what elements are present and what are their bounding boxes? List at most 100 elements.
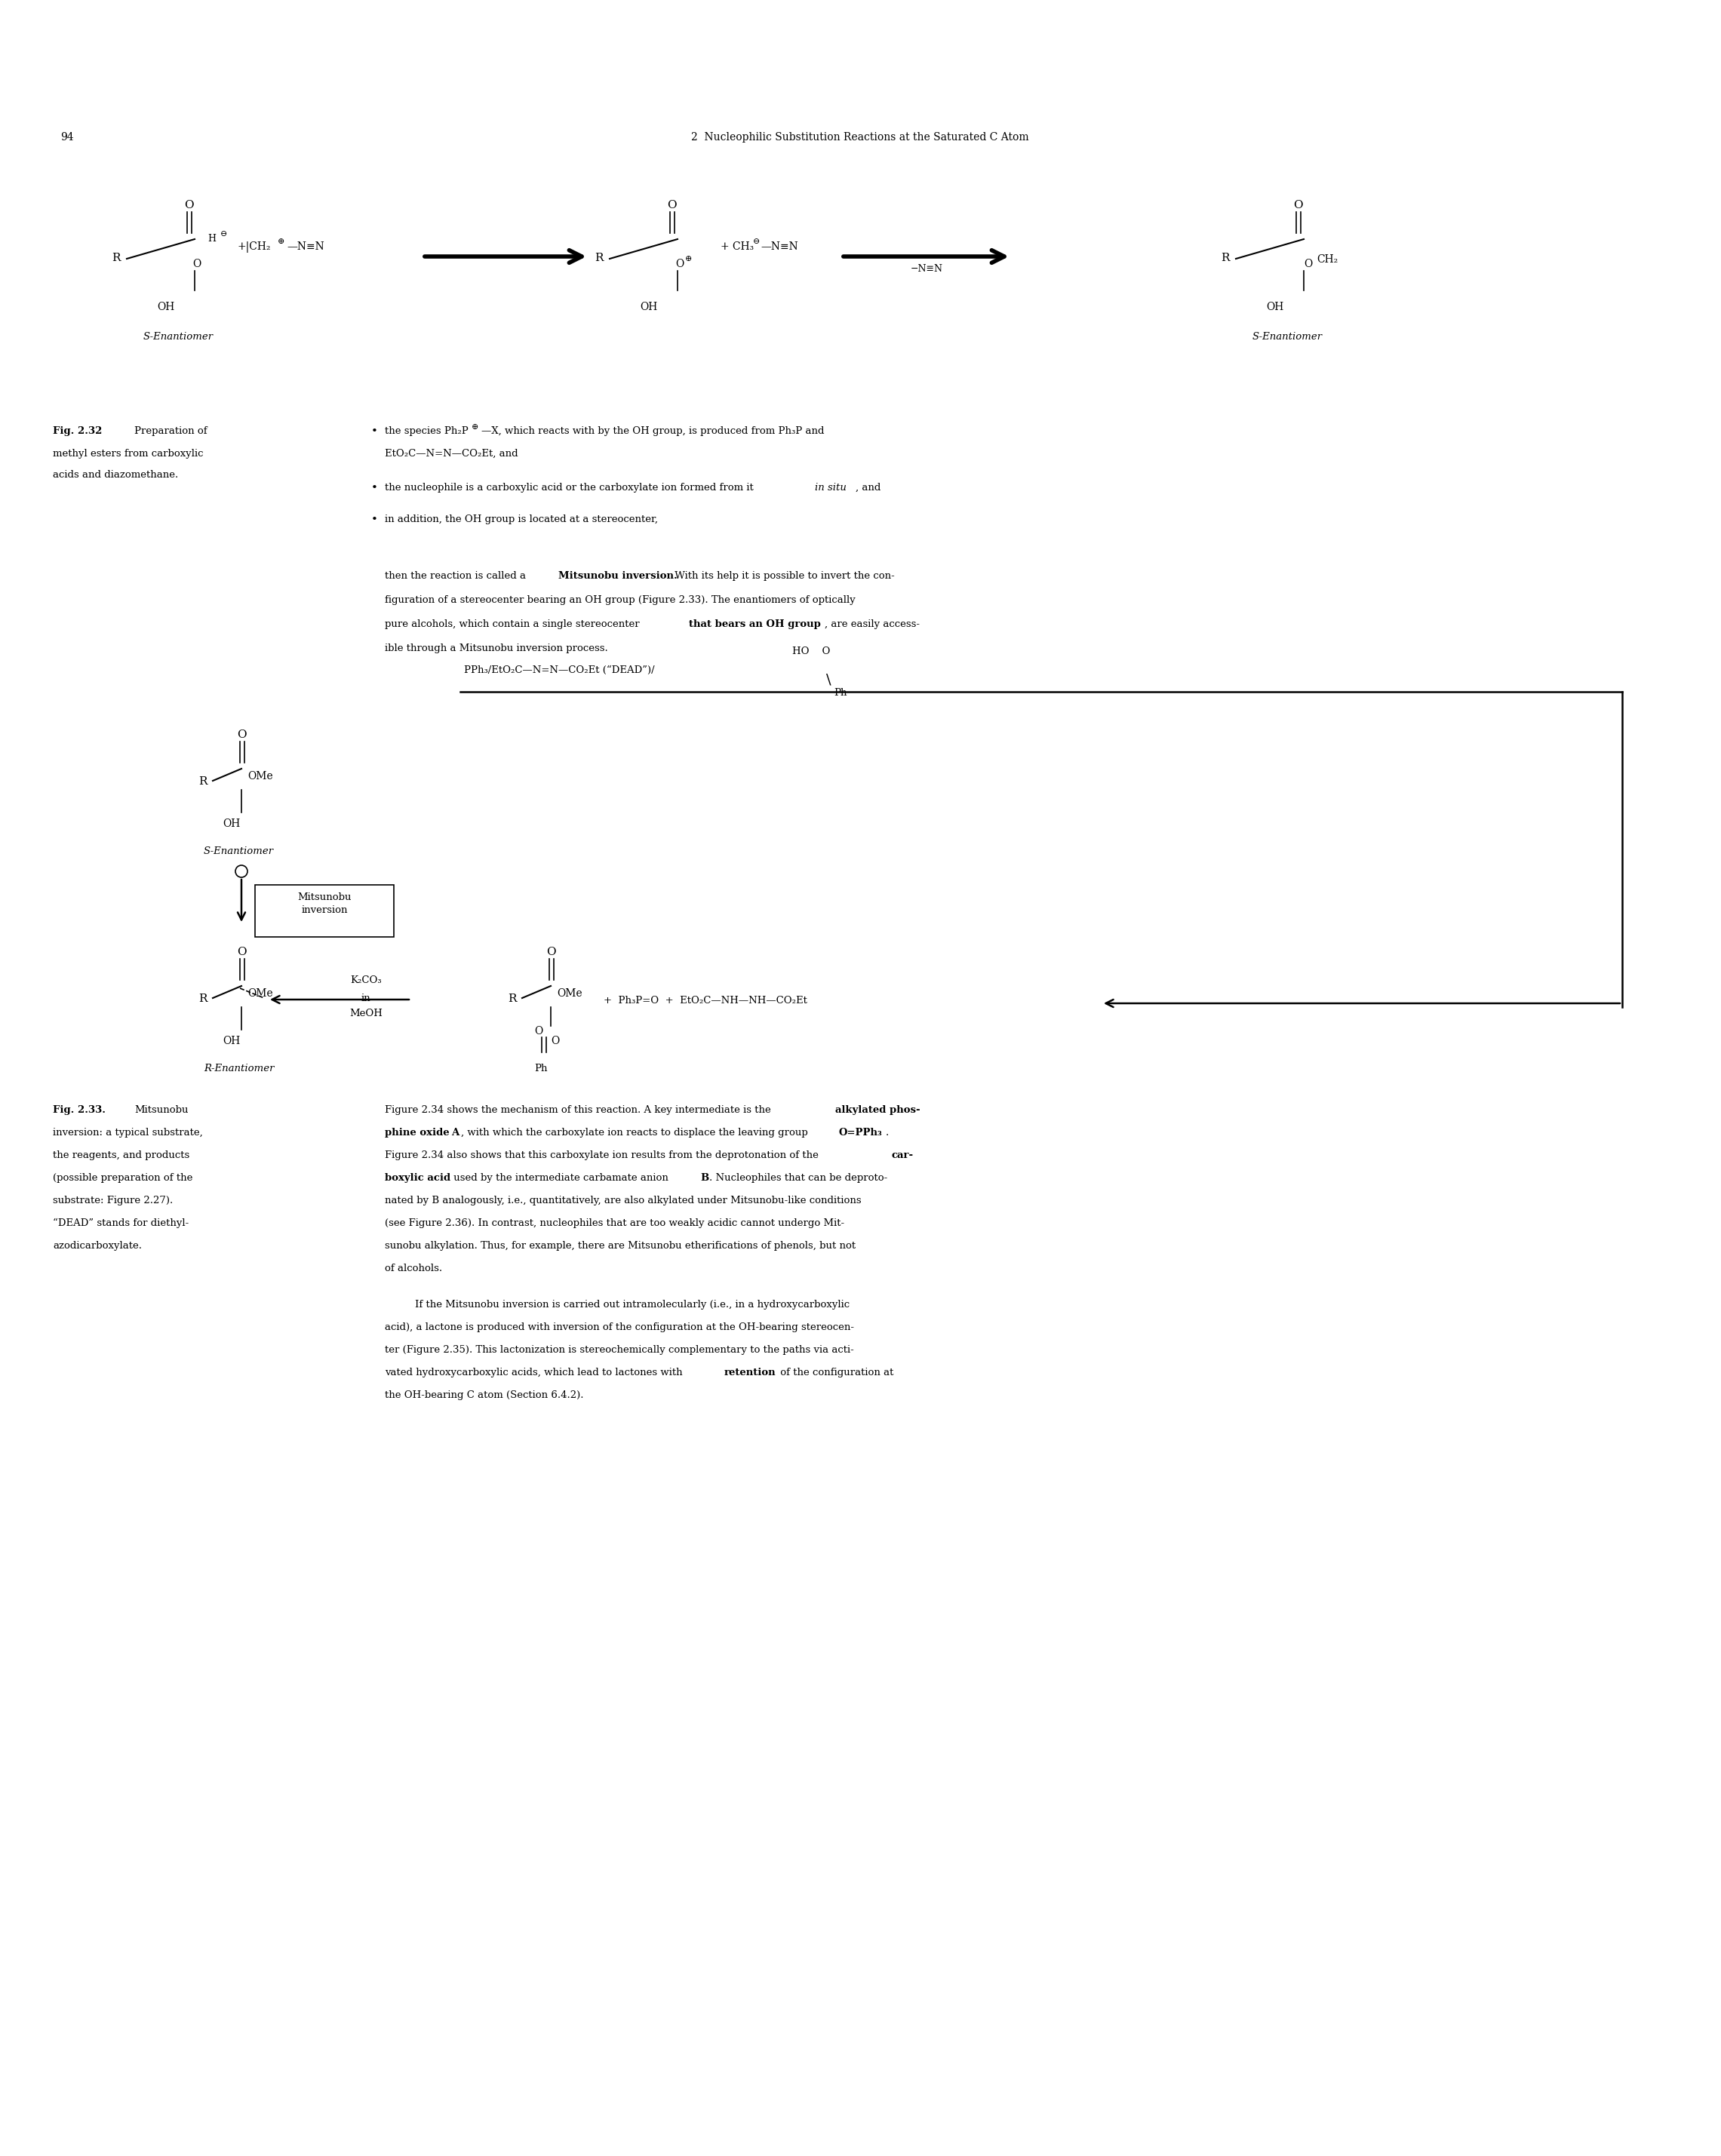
- Text: used by the intermediate carbamate anion: used by the intermediate carbamate anion: [451, 1173, 671, 1184]
- Text: O: O: [666, 201, 676, 211]
- Text: the reagents, and products: the reagents, and products: [53, 1151, 189, 1160]
- Text: B: B: [700, 1173, 709, 1184]
- Text: ible through a Mitsunobu inversion process.: ible through a Mitsunobu inversion proce…: [386, 642, 608, 653]
- Text: , with which the carboxylate ion reacts to displace the leaving group: , with which the carboxylate ion reacts …: [461, 1128, 811, 1138]
- Text: O: O: [193, 259, 201, 270]
- Text: then the reaction is called a: then the reaction is called a: [386, 571, 528, 580]
- Text: retention: retention: [725, 1367, 776, 1378]
- Text: 2  Nucleophilic Substitution Reactions at the Saturated C Atom: 2 Nucleophilic Substitution Reactions at…: [692, 132, 1029, 142]
- Text: . Nucleophiles that can be deproto-: . Nucleophiles that can be deproto-: [709, 1173, 888, 1184]
- Text: •: •: [372, 515, 379, 526]
- Text: in: in: [361, 994, 370, 1003]
- Text: •: •: [372, 483, 379, 494]
- Text: R: R: [200, 776, 208, 787]
- Text: in addition, the OH group is located at a stereocenter,: in addition, the OH group is located at …: [386, 515, 657, 524]
- Text: Fig. 2.33.: Fig. 2.33.: [53, 1106, 105, 1115]
- Text: +  Ph₃P=O  +  EtO₂C—NH—NH—CO₂Et: + Ph₃P=O + EtO₂C—NH—NH—CO₂Et: [604, 996, 807, 1005]
- Text: phine oxide: phine oxide: [386, 1128, 453, 1138]
- Text: If the Mitsunobu inversion is carried out intramolecularly (i.e., in a hydroxyca: If the Mitsunobu inversion is carried ou…: [415, 1300, 850, 1309]
- Text: OMe: OMe: [558, 987, 582, 998]
- Text: in situ: in situ: [814, 483, 847, 492]
- Text: nated by B analogously, i.e., quantitatively, are also alkylated under Mitsunobu: nated by B analogously, i.e., quantitati…: [386, 1197, 860, 1205]
- Text: OMe: OMe: [248, 772, 274, 780]
- Text: O: O: [675, 259, 683, 270]
- Text: R-Enantiomer: R-Enantiomer: [203, 1063, 274, 1074]
- Text: HO    O: HO O: [792, 647, 830, 655]
- Text: A: A: [451, 1128, 460, 1138]
- Text: ⊖: ⊖: [220, 231, 227, 237]
- Text: R: R: [1222, 252, 1231, 263]
- Text: R: R: [112, 252, 120, 263]
- Text: + CH₃: + CH₃: [721, 241, 754, 252]
- Text: —N≡N: —N≡N: [761, 241, 799, 252]
- Text: of the configuration at: of the configuration at: [778, 1367, 893, 1378]
- Text: Mitsunobu: Mitsunobu: [134, 1106, 188, 1115]
- Text: substrate: Figure 2.27).: substrate: Figure 2.27).: [53, 1197, 174, 1205]
- Text: Ph: Ph: [833, 688, 847, 699]
- Text: 94: 94: [60, 132, 74, 142]
- Text: ⊕: ⊕: [277, 237, 284, 246]
- Text: figuration of a stereocenter bearing an OH group (Figure 2.33). The enantiomers : figuration of a stereocenter bearing an …: [386, 595, 855, 606]
- Text: —N≡N: —N≡N: [287, 241, 324, 252]
- Text: acid), a lactone is produced with inversion of the configuration at the OH-beari: acid), a lactone is produced with invers…: [386, 1322, 854, 1332]
- Text: Mitsunobu
inversion: Mitsunobu inversion: [298, 893, 351, 914]
- Text: +|CH₂: +|CH₂: [237, 241, 272, 252]
- Text: S-Enantiomer: S-Enantiomer: [1253, 332, 1323, 343]
- Text: vated hydroxycarboxylic acids, which lead to lactones with: vated hydroxycarboxylic acids, which lea…: [386, 1367, 685, 1378]
- Text: the OH-bearing C atom (Section 6.4.2).: the OH-bearing C atom (Section 6.4.2).: [386, 1391, 583, 1399]
- Text: −N≡N: −N≡N: [910, 263, 943, 274]
- Text: O: O: [1292, 201, 1303, 211]
- Text: O: O: [184, 201, 193, 211]
- Text: ⊕: ⊕: [472, 423, 478, 431]
- Text: , are easily access-: , are easily access-: [824, 619, 919, 630]
- Text: O=PPh₃: O=PPh₃: [840, 1128, 883, 1138]
- Text: O: O: [237, 946, 246, 957]
- Text: OH: OH: [640, 302, 657, 313]
- Text: the species Ph₂P: the species Ph₂P: [386, 427, 468, 436]
- Text: Fig. 2.32: Fig. 2.32: [53, 427, 102, 436]
- Text: methyl esters from carboxylic: methyl esters from carboxylic: [53, 448, 203, 459]
- Text: ter (Figure 2.35). This lactonization is stereochemically complementary to the p: ter (Figure 2.35). This lactonization is…: [386, 1345, 854, 1354]
- Text: ⊕: ⊕: [685, 254, 692, 263]
- Text: Preparation of: Preparation of: [134, 427, 207, 436]
- Text: \: \: [826, 673, 831, 686]
- Text: boxylic acid: boxylic acid: [386, 1173, 451, 1184]
- Text: CH₂: CH₂: [1317, 254, 1337, 265]
- Text: (possible preparation of the: (possible preparation of the: [53, 1173, 193, 1184]
- Text: OH: OH: [157, 302, 176, 313]
- Text: Figure 2.34 shows the mechanism of this reaction. A key intermediate is the: Figure 2.34 shows the mechanism of this …: [386, 1106, 774, 1115]
- Text: the nucleophile is a carboxylic acid or the carboxylate ion formed from it: the nucleophile is a carboxylic acid or …: [386, 483, 757, 492]
- Text: pure alcohols, which contain a single stereocenter: pure alcohols, which contain a single st…: [386, 619, 642, 630]
- Text: R: R: [595, 252, 604, 263]
- Text: OMe: OMe: [248, 987, 274, 998]
- Text: R: R: [200, 994, 208, 1005]
- Text: PPh₃/EtO₂C—N=N—CO₂Et (“DEAD”)/: PPh₃/EtO₂C—N=N—CO₂Et (“DEAD”)/: [465, 666, 654, 675]
- Text: alkylated phos-: alkylated phos-: [835, 1106, 921, 1115]
- Text: OH: OH: [222, 819, 241, 830]
- Text: O: O: [1305, 259, 1311, 270]
- Text: O: O: [534, 1026, 542, 1037]
- Text: “DEAD” stands for diethyl-: “DEAD” stands for diethyl-: [53, 1218, 189, 1229]
- Text: .: .: [886, 1128, 890, 1138]
- Text: •: •: [372, 427, 379, 438]
- Text: acids and diazomethane.: acids and diazomethane.: [53, 470, 179, 481]
- Text: S-Enantiomer: S-Enantiomer: [203, 847, 274, 856]
- Text: that bears an OH group: that bears an OH group: [688, 619, 821, 630]
- Text: S-Enantiomer: S-Enantiomer: [143, 332, 213, 343]
- Text: inversion: a typical substrate,: inversion: a typical substrate,: [53, 1128, 203, 1138]
- Text: MeOH: MeOH: [349, 1009, 382, 1018]
- Text: —X, which reacts with by the OH group, is produced from Ph₃P and: —X, which reacts with by the OH group, i…: [482, 427, 824, 436]
- Text: sunobu alkylation. Thus, for example, there are Mitsunobu etherifications of phe: sunobu alkylation. Thus, for example, th…: [386, 1242, 855, 1250]
- Text: EtO₂C—N=N—CO₂Et, and: EtO₂C—N=N—CO₂Et, and: [386, 448, 518, 459]
- Text: (see Figure 2.36). In contrast, nucleophiles that are too weakly acidic cannot u: (see Figure 2.36). In contrast, nucleoph…: [386, 1218, 845, 1229]
- Text: azodicarboxylate.: azodicarboxylate.: [53, 1242, 141, 1250]
- Text: R: R: [508, 994, 516, 1005]
- Text: , and: , and: [855, 483, 881, 492]
- Text: Mitsunobu inversion.: Mitsunobu inversion.: [558, 571, 678, 580]
- Text: Figure 2.34 also shows that this carboxylate ion results from the deprotonation : Figure 2.34 also shows that this carboxy…: [386, 1151, 821, 1160]
- Text: O: O: [551, 1035, 559, 1046]
- Text: Ph: Ph: [534, 1063, 547, 1074]
- Text: ⊖: ⊖: [754, 237, 761, 246]
- Text: OH: OH: [1267, 302, 1284, 313]
- Text: O: O: [237, 729, 246, 740]
